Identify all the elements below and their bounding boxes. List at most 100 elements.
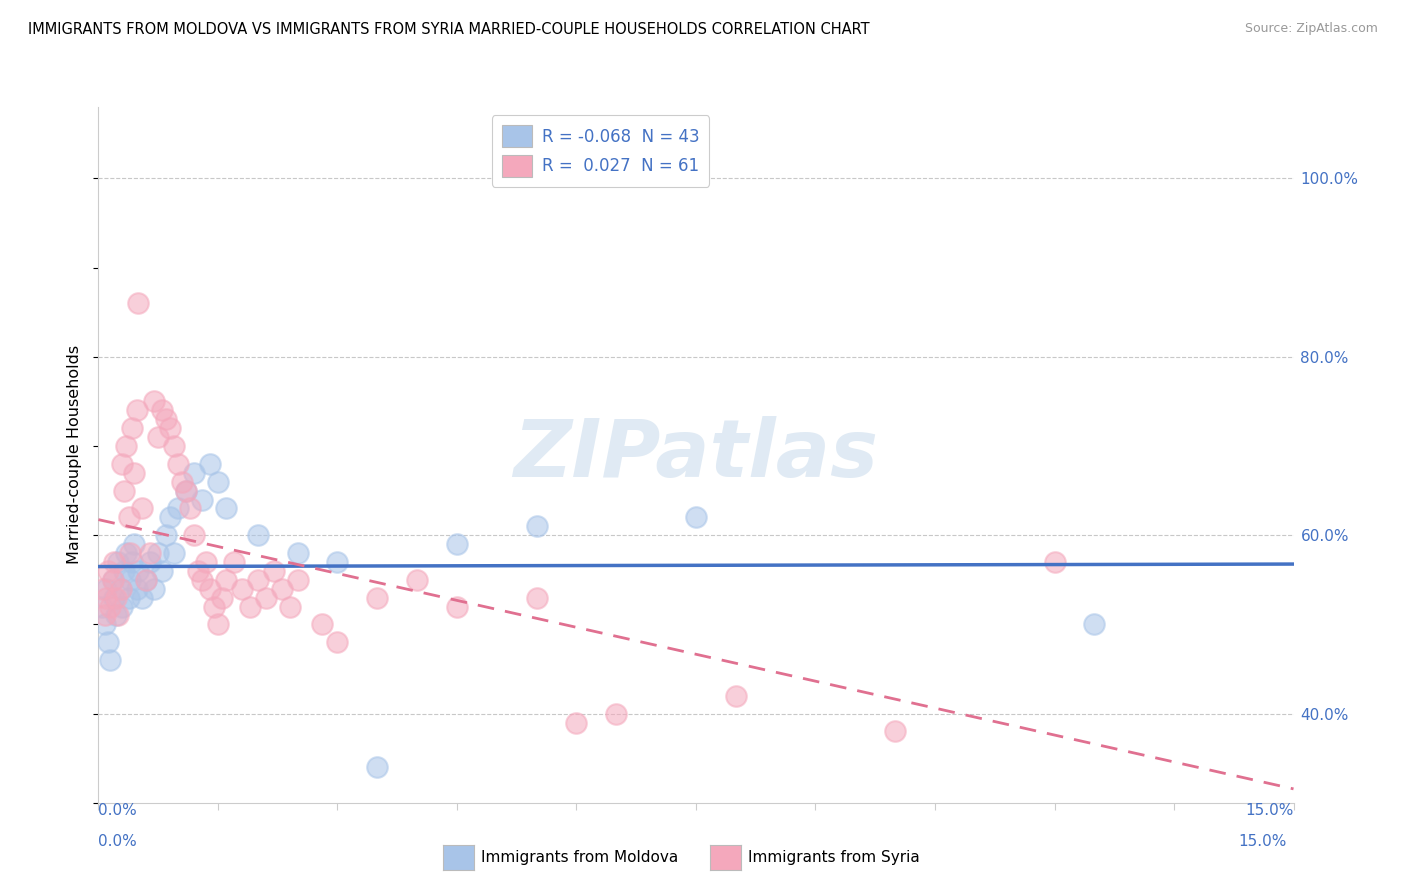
Point	[127, 296, 149, 310]
Point	[107, 608, 129, 623]
Point	[526, 519, 548, 533]
Text: 15.0%: 15.0%	[1239, 834, 1286, 849]
Point	[287, 573, 309, 587]
Point	[179, 501, 201, 516]
Point	[120, 546, 142, 560]
Point	[94, 617, 117, 632]
Point	[202, 599, 225, 614]
Text: 0.0%: 0.0%	[98, 834, 138, 849]
Point	[110, 582, 132, 596]
Point	[111, 457, 134, 471]
Point	[174, 483, 197, 498]
Point	[139, 546, 162, 560]
Point	[104, 591, 127, 605]
Point	[605, 706, 627, 721]
Point	[97, 564, 120, 578]
Point	[121, 421, 143, 435]
Point	[101, 573, 124, 587]
Point	[135, 573, 157, 587]
Point	[326, 555, 349, 569]
Point	[231, 582, 253, 596]
Point	[127, 564, 149, 578]
Point	[183, 466, 205, 480]
Point	[110, 582, 132, 596]
Point	[159, 421, 181, 435]
Point	[139, 555, 162, 569]
Point	[112, 564, 135, 578]
Point	[124, 466, 146, 480]
Point	[446, 537, 468, 551]
Point	[287, 546, 309, 560]
Point	[104, 608, 127, 623]
Point	[125, 403, 148, 417]
Point	[685, 510, 707, 524]
Point	[246, 573, 269, 587]
Point	[195, 555, 218, 569]
Point	[406, 573, 429, 587]
Point	[96, 582, 118, 596]
Point	[222, 555, 245, 569]
Text: Immigrants from Syria: Immigrants from Syria	[748, 850, 920, 864]
Point	[246, 528, 269, 542]
Point	[91, 599, 114, 614]
Point	[131, 501, 153, 516]
Point	[118, 591, 141, 605]
Text: 0.0%: 0.0%	[98, 803, 138, 818]
Point	[103, 591, 125, 605]
Point	[191, 573, 214, 587]
Point	[143, 582, 166, 596]
Point	[167, 501, 190, 516]
Point	[1083, 617, 1105, 632]
Text: IMMIGRANTS FROM MOLDOVA VS IMMIGRANTS FROM SYRIA MARRIED-COUPLE HOUSEHOLDS CORRE: IMMIGRANTS FROM MOLDOVA VS IMMIGRANTS FR…	[28, 22, 870, 37]
Point	[131, 591, 153, 605]
Point	[366, 760, 388, 774]
Text: Immigrants from Moldova: Immigrants from Moldova	[481, 850, 678, 864]
Point	[215, 501, 238, 516]
Point	[148, 546, 170, 560]
Point	[148, 430, 170, 444]
Legend: R = -0.068  N = 43, R =  0.027  N = 61: R = -0.068 N = 43, R = 0.027 N = 61	[492, 115, 709, 186]
Point	[446, 599, 468, 614]
Point	[107, 555, 129, 569]
Point	[101, 573, 124, 587]
Point	[565, 715, 588, 730]
Point	[183, 528, 205, 542]
Text: Source: ZipAtlas.com: Source: ZipAtlas.com	[1244, 22, 1378, 36]
Point	[526, 591, 548, 605]
Point	[112, 483, 135, 498]
Point	[91, 582, 114, 596]
Point	[143, 394, 166, 409]
Point	[97, 635, 120, 649]
Point	[187, 564, 209, 578]
Point	[163, 439, 186, 453]
Point	[159, 510, 181, 524]
Point	[884, 724, 907, 739]
Point	[211, 591, 233, 605]
Point	[98, 653, 122, 667]
Point	[118, 510, 141, 524]
Point	[115, 439, 138, 453]
Point	[121, 555, 143, 569]
Point	[263, 564, 285, 578]
Point	[115, 546, 138, 560]
Point	[155, 412, 177, 426]
Point	[174, 483, 197, 498]
Point	[124, 537, 146, 551]
Point	[150, 403, 173, 417]
Point	[311, 617, 333, 632]
Point	[278, 599, 301, 614]
Point	[125, 582, 148, 596]
Point	[191, 492, 214, 507]
Text: 15.0%: 15.0%	[1246, 803, 1294, 818]
Point	[724, 689, 747, 703]
Point	[207, 617, 229, 632]
Point	[215, 573, 238, 587]
Point	[198, 457, 221, 471]
Point	[120, 573, 142, 587]
Point	[167, 457, 190, 471]
Point	[270, 582, 292, 596]
Point	[326, 635, 349, 649]
Text: ZIPatlas: ZIPatlas	[513, 416, 879, 494]
Y-axis label: Married-couple Households: Married-couple Households	[67, 345, 83, 565]
Point	[207, 475, 229, 489]
